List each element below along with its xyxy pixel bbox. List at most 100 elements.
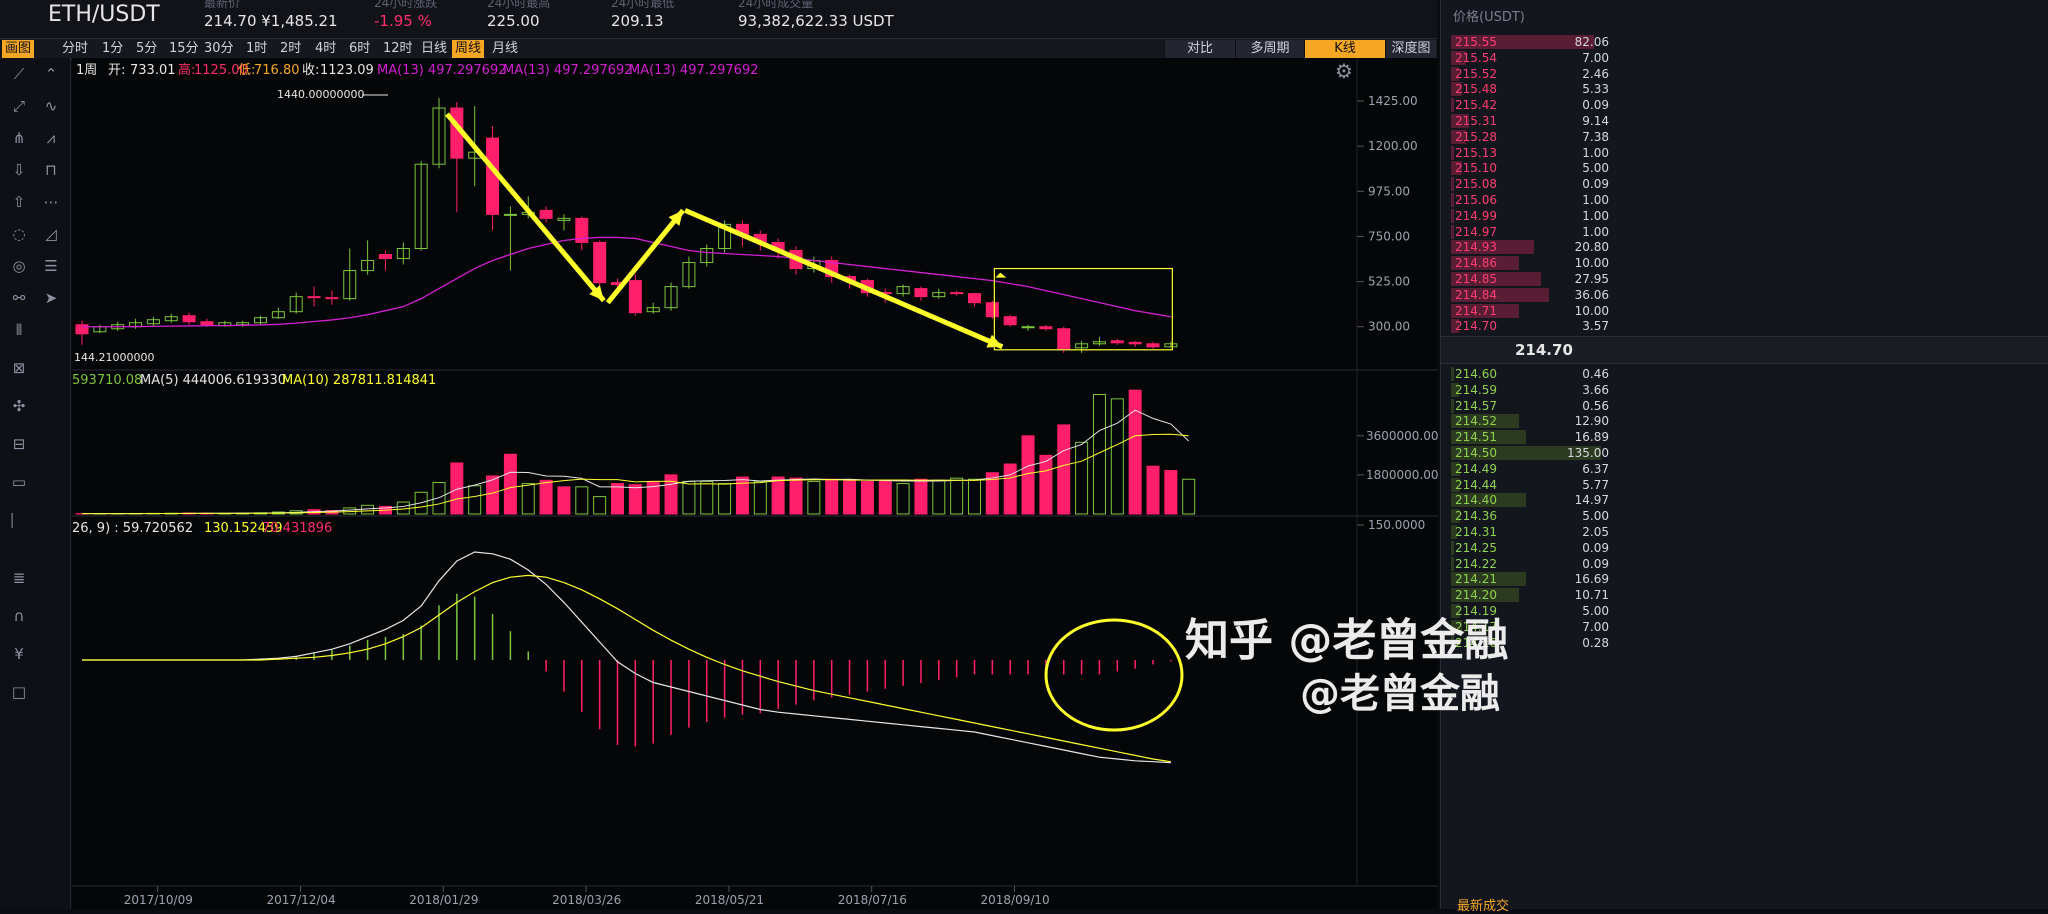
wave-icon[interactable]: ∿ — [40, 96, 62, 116]
chart-pattern-icon[interactable]: ⩘ — [40, 128, 62, 148]
bid-amount: 2.05 — [1529, 524, 1609, 540]
trades-header[interactable]: 最新成交 — [1457, 895, 1509, 914]
trend-line-icon[interactable]: ⟋ — [8, 64, 30, 84]
tab-draw[interactable]: 画图 — [2, 40, 34, 58]
tab-15m[interactable]: 15分 — [166, 40, 202, 58]
crosshair-icon[interactable]: ✣ — [8, 396, 30, 416]
bid-amount: 0.28 — [1529, 635, 1609, 651]
info-low: 716.80 — [254, 63, 300, 78]
ask-amount: 82.06 — [1529, 34, 1609, 50]
tab-monthly[interactable]: 月线 — [489, 40, 521, 58]
volume-bar — [790, 478, 802, 514]
gear-icon[interactable]: ⚙ — [1335, 59, 1353, 83]
ask-amount: 7.38 — [1529, 129, 1609, 145]
vol-info-ma5: MA(5) 444006.619330 — [140, 373, 286, 388]
arrow-cursor-icon[interactable]: ⌃ — [40, 64, 62, 84]
tab-weekly[interactable]: 周线 — [452, 40, 484, 58]
volume-bar — [844, 480, 856, 514]
fork-icon[interactable]: ⋔ — [8, 128, 30, 148]
kline-chart[interactable]: 1425.001200.00975.00750.00525.00300.0036… — [72, 58, 1438, 909]
tab-12h[interactable]: 12时 — [380, 40, 416, 58]
stats-icon[interactable]: ☰ — [40, 256, 62, 276]
tab-6h[interactable]: 6时 — [346, 40, 373, 58]
tab-multi-period[interactable]: 多周期 — [1235, 40, 1304, 58]
volume-bar — [1165, 471, 1177, 514]
yen-icon[interactable]: ¥ — [8, 644, 30, 664]
target-icon[interactable]: ◎ — [8, 256, 30, 276]
tab-30m[interactable]: 30分 — [201, 40, 237, 58]
tab-timeshare[interactable]: 分时 — [59, 40, 91, 58]
ruler-icon[interactable]: ▭ — [8, 472, 30, 492]
tab-kline[interactable]: K线 — [1304, 40, 1385, 58]
text-icon[interactable]: ⊟ — [8, 434, 30, 454]
measure-icon[interactable]: ◿ — [40, 224, 62, 244]
cursor-icon[interactable]: ➤ — [40, 288, 62, 308]
tab-2h[interactable]: 2时 — [277, 40, 304, 58]
ask-amount: 1.00 — [1529, 224, 1609, 240]
ask-amount: 1.00 — [1529, 192, 1609, 208]
tab-compare[interactable]: 对比 — [1164, 40, 1235, 58]
tab-1h[interactable]: 1时 — [243, 40, 270, 58]
fib-icon[interactable]: ⊓ — [40, 160, 62, 180]
magnet-icon[interactable]: ∩ — [8, 606, 30, 626]
square-icon[interactable]: □ — [8, 682, 30, 702]
arrow-up-icon[interactable]: ⇧ — [8, 192, 30, 212]
stack-icon[interactable]: ≣ — [8, 568, 30, 588]
circle-icon[interactable]: ◌ — [8, 224, 30, 244]
tab-1m[interactable]: 1分 — [99, 40, 126, 58]
tab-depth[interactable]: 深度图 — [1385, 40, 1436, 58]
volume-bar — [629, 485, 641, 514]
bars-icon[interactable]: ⦀ — [8, 320, 30, 340]
line-segment-icon[interactable]: ⋯ — [40, 192, 62, 212]
bid-price: 214.59 — [1455, 382, 1497, 398]
tab-daily[interactable]: 日线 — [418, 40, 450, 58]
bid-amount: 0.09 — [1529, 556, 1609, 572]
grid-icon[interactable]: ⊠ — [8, 358, 30, 378]
ask-price: 214.84 — [1455, 287, 1497, 303]
ellipse-icon[interactable]: ⚯ — [8, 288, 30, 308]
tab-4h[interactable]: 4时 — [312, 40, 339, 58]
vertical-line-icon[interactable]: ⎸ — [8, 510, 30, 530]
pair-title[interactable]: ETH/USDT — [48, 2, 160, 27]
ray-icon[interactable]: ⤢ — [8, 96, 30, 116]
arrow-down-icon[interactable]: ⇩ — [8, 160, 30, 180]
tab-5m[interactable]: 5分 — [133, 40, 160, 58]
